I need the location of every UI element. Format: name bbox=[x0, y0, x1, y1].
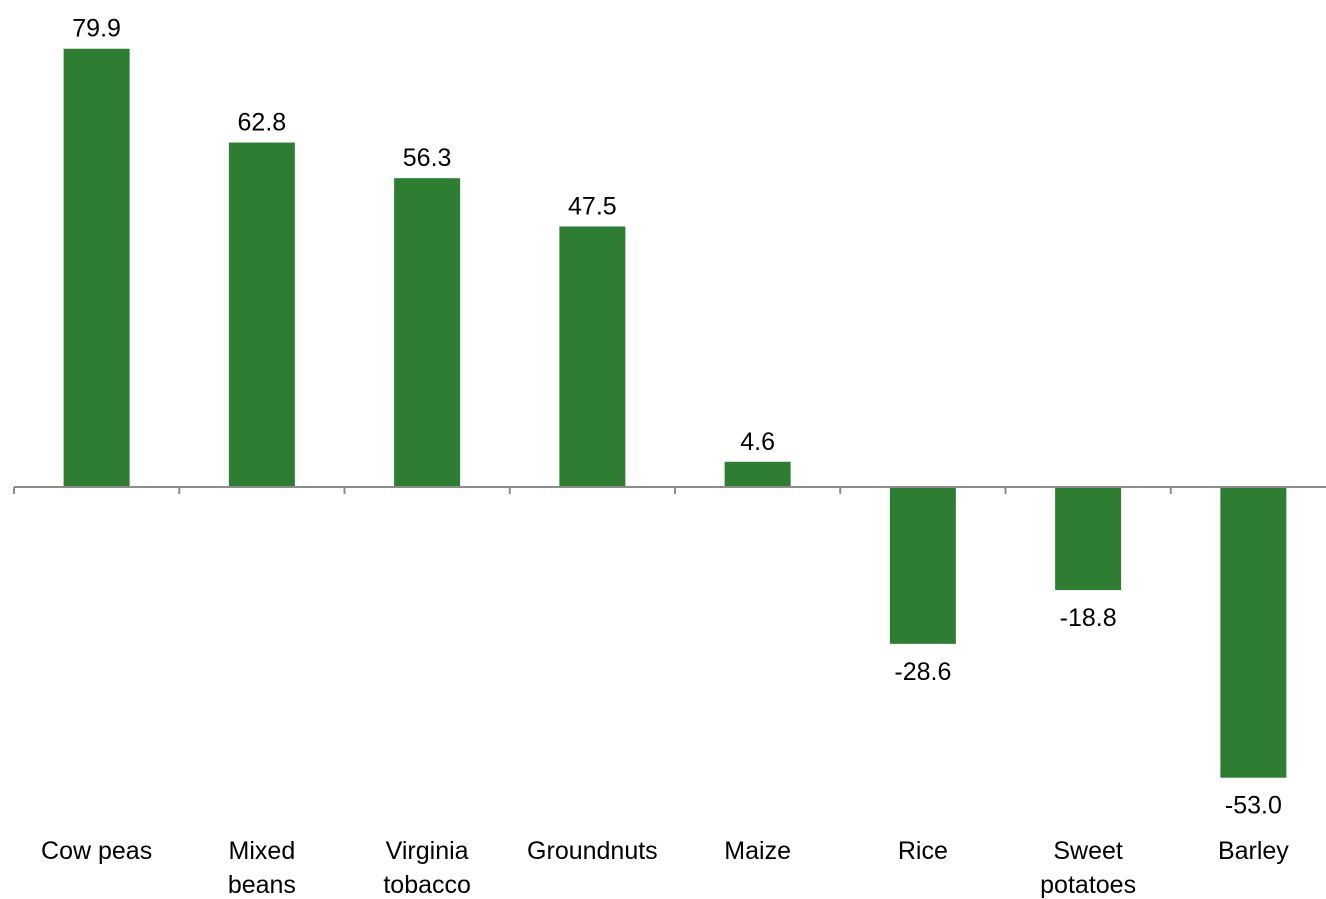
data-label: -28.6 bbox=[894, 658, 951, 686]
bar bbox=[63, 48, 130, 487]
value-labels-group: 79.9 62.8 56.3 47.5 4.6 -28.6 -18.8 -53.0 bbox=[72, 15, 1282, 820]
data-label: -53.0 bbox=[1225, 792, 1282, 820]
category-label: beans bbox=[228, 871, 296, 899]
bar bbox=[724, 461, 791, 487]
category-label: Barley bbox=[1218, 837, 1289, 865]
bar bbox=[1220, 487, 1287, 778]
data-label: 56.3 bbox=[403, 144, 452, 172]
bar bbox=[394, 178, 461, 487]
category-label: tobacco bbox=[383, 871, 471, 899]
category-label: Rice bbox=[898, 837, 948, 865]
category-label: Sweet bbox=[1053, 837, 1123, 865]
category-label: potatoes bbox=[1040, 871, 1136, 899]
category-label: Mixed bbox=[229, 837, 296, 865]
category-label: Groundnuts bbox=[527, 837, 658, 865]
category-label: Maize bbox=[724, 837, 791, 865]
bar bbox=[1055, 487, 1122, 591]
data-label: 47.5 bbox=[568, 192, 617, 220]
bar bbox=[559, 226, 626, 487]
category-labels-group: Cow peas Mixed beans Virginia tobacco Groundn… bbox=[41, 837, 1289, 899]
data-label: -18.8 bbox=[1060, 604, 1117, 632]
bars-group bbox=[63, 48, 1287, 778]
x-axis bbox=[13, 486, 1326, 494]
data-label: 4.6 bbox=[740, 428, 775, 456]
bar bbox=[228, 142, 295, 488]
bar bbox=[889, 487, 956, 644]
data-label: 62.8 bbox=[238, 109, 287, 137]
data-label: 79.9 bbox=[72, 15, 121, 43]
category-label: Cow peas bbox=[41, 837, 152, 865]
category-label: Virginia bbox=[386, 837, 469, 865]
